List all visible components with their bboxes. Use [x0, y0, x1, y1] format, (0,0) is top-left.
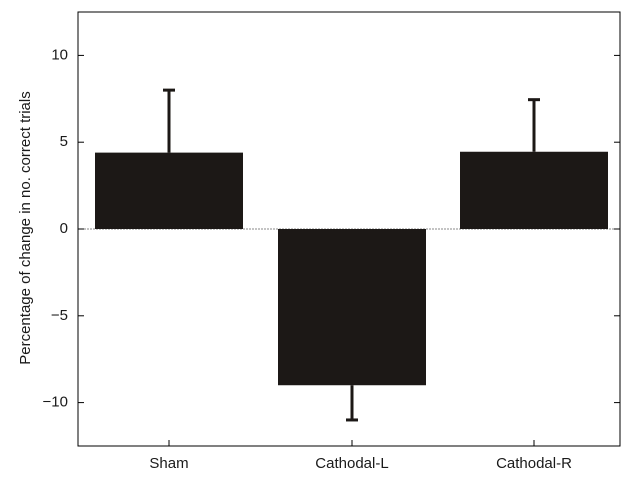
- bar-sham: [95, 152, 243, 229]
- x-tick-label: Cathodal-L: [315, 455, 388, 472]
- y-tick-label: 0: [60, 220, 68, 237]
- y-tick-label: 5: [60, 133, 68, 150]
- x-tick-label: Cathodal-R: [496, 455, 572, 472]
- y-tick-label: 10: [51, 46, 68, 63]
- bar-cathodal-l: [278, 229, 426, 386]
- y-axis-label: Percentage of change in no. correct tria…: [17, 91, 34, 365]
- x-tick-label: Sham: [149, 455, 188, 472]
- bar-cathodal-r: [460, 151, 608, 229]
- y-tick-label: −10: [43, 394, 68, 411]
- y-tick-label: −5: [51, 307, 68, 324]
- y-axis-ticks: 10 5 0 −5 −10: [43, 46, 620, 411]
- plot-area: [78, 88, 620, 422]
- axes-frame: [77, 11, 621, 447]
- x-axis-labels: Sham Cathodal-L Cathodal-R: [149, 440, 572, 472]
